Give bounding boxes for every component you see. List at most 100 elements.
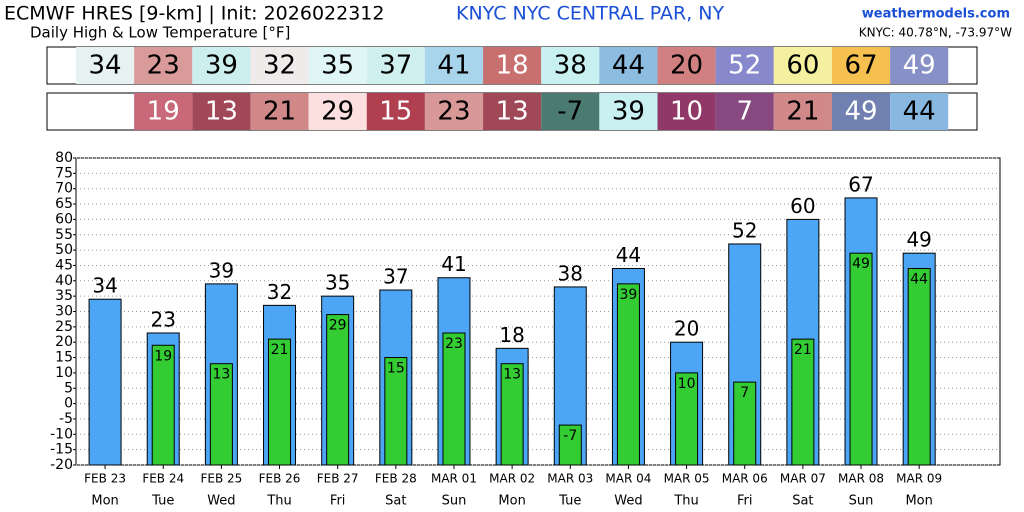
- high-label: 60: [790, 194, 815, 218]
- low-box-value: 44: [903, 97, 936, 127]
- low-label: 49: [852, 256, 870, 272]
- high-label: 49: [906, 228, 931, 252]
- low-bar: [849, 252, 873, 466]
- low-box-value: 15: [379, 97, 412, 127]
- y-tick-label: -15: [50, 442, 73, 458]
- low-box-value: 21: [786, 97, 819, 127]
- x-tick-label: MAR 04: [605, 472, 651, 486]
- low-label: 23: [445, 336, 463, 352]
- y-tick-label: -20: [50, 457, 73, 473]
- low-box-value: 39: [612, 97, 645, 127]
- site-name: weathermodels.com: [862, 7, 1010, 22]
- weekday-label: Sat: [792, 494, 813, 509]
- low-box: [541, 93, 600, 130]
- low-label: 13: [503, 367, 521, 383]
- x-tick-label: MAR 01: [431, 472, 477, 486]
- low-box: [250, 93, 309, 130]
- high-box: [657, 47, 716, 84]
- chart-subtitle: Daily High & Low Temperature [°F]: [30, 24, 290, 42]
- high-box: [134, 47, 193, 84]
- high-label: 20: [674, 317, 699, 341]
- high-box-value: 35: [321, 51, 354, 81]
- weekday-label: Sun: [442, 494, 467, 509]
- low-label: 10: [678, 376, 696, 392]
- low-box-value: 21: [263, 97, 296, 127]
- low-box: [308, 93, 367, 130]
- high-box: [250, 47, 309, 84]
- low-bar: [151, 344, 175, 466]
- x-tick-label: FEB 23: [84, 472, 126, 486]
- low-label: 39: [620, 287, 638, 303]
- low-box-value: 19: [147, 97, 180, 127]
- low-box: [424, 93, 484, 130]
- x-tick-label: MAR 06: [722, 472, 768, 486]
- y-tick-label: 15: [55, 350, 73, 366]
- high-box: [192, 47, 251, 84]
- low-box: [483, 93, 542, 130]
- high-box-value: 52: [728, 51, 761, 81]
- low-box-value: -7: [557, 97, 583, 127]
- low-bar: [268, 338, 292, 466]
- high-label: 38: [558, 261, 583, 285]
- low-box-value: 23: [437, 97, 470, 127]
- high-box: [308, 47, 367, 84]
- low-bar: [500, 363, 524, 466]
- low-label: 13: [212, 367, 230, 383]
- low-box-value: 49: [844, 97, 877, 127]
- low-box: [657, 93, 716, 130]
- low-label: 7: [740, 385, 749, 401]
- high-box-value: 18: [496, 51, 529, 81]
- low-label: 21: [271, 342, 289, 358]
- low-label: 21: [794, 342, 812, 358]
- high-box-value: 44: [612, 51, 645, 81]
- y-tick-label: -5: [59, 411, 73, 427]
- y-tick-label: 50: [55, 242, 73, 258]
- low-box-value: 13: [496, 97, 529, 127]
- y-tick-label: 25: [55, 319, 73, 335]
- weekday-label: Mon: [498, 494, 525, 509]
- weekday-label: Fri: [737, 494, 753, 509]
- x-tick-label: MAR 05: [664, 472, 710, 486]
- high-label: 35: [325, 271, 350, 295]
- high-label: 32: [267, 280, 292, 304]
- low-bar: [733, 381, 757, 466]
- low-bar: [442, 332, 466, 466]
- y-tick-label: 10: [55, 365, 73, 381]
- y-tick-label: 5: [64, 380, 73, 396]
- low-box: [134, 93, 193, 130]
- x-tick-label: FEB 25: [200, 472, 242, 486]
- y-tick-label: 55: [55, 227, 73, 243]
- x-tick-label: FEB 24: [142, 472, 184, 486]
- low-bar: [209, 363, 233, 466]
- high-box-value: 23: [147, 51, 180, 81]
- weekday-label: Thu: [266, 494, 291, 509]
- weekday-label: Fri: [330, 494, 346, 509]
- low-bar: [907, 268, 931, 466]
- x-tick-label: MAR 03: [547, 472, 593, 486]
- high-box: [366, 47, 425, 84]
- x-tick-label: FEB 26: [259, 472, 301, 486]
- low-label: 44: [910, 272, 928, 288]
- high-label: 44: [616, 243, 641, 267]
- low-bar: [384, 357, 408, 466]
- low-box: [773, 93, 832, 130]
- low-box: [366, 93, 425, 130]
- y-tick-label: 65: [55, 196, 73, 212]
- weekday-label: Wed: [614, 494, 642, 509]
- y-tick-label: 80: [55, 150, 73, 166]
- y-tick-label: 75: [55, 165, 73, 181]
- x-tick-label: FEB 27: [317, 472, 359, 486]
- low-label: -7: [563, 428, 577, 444]
- high-label: 67: [848, 172, 873, 196]
- low-box-value: 29: [321, 97, 354, 127]
- weekday-label: Mon: [91, 494, 118, 509]
- high-label: 52: [732, 218, 757, 242]
- y-tick-label: 70: [55, 181, 73, 197]
- low-label: 15: [387, 361, 405, 377]
- high-box: [541, 47, 600, 84]
- y-tick-label: -10: [50, 426, 73, 442]
- low-label: 19: [154, 348, 172, 364]
- high-label: 41: [441, 252, 466, 276]
- station-name: KNYC NYC CENTRAL PAR, NY: [456, 3, 725, 25]
- high-box-value: 67: [844, 51, 877, 81]
